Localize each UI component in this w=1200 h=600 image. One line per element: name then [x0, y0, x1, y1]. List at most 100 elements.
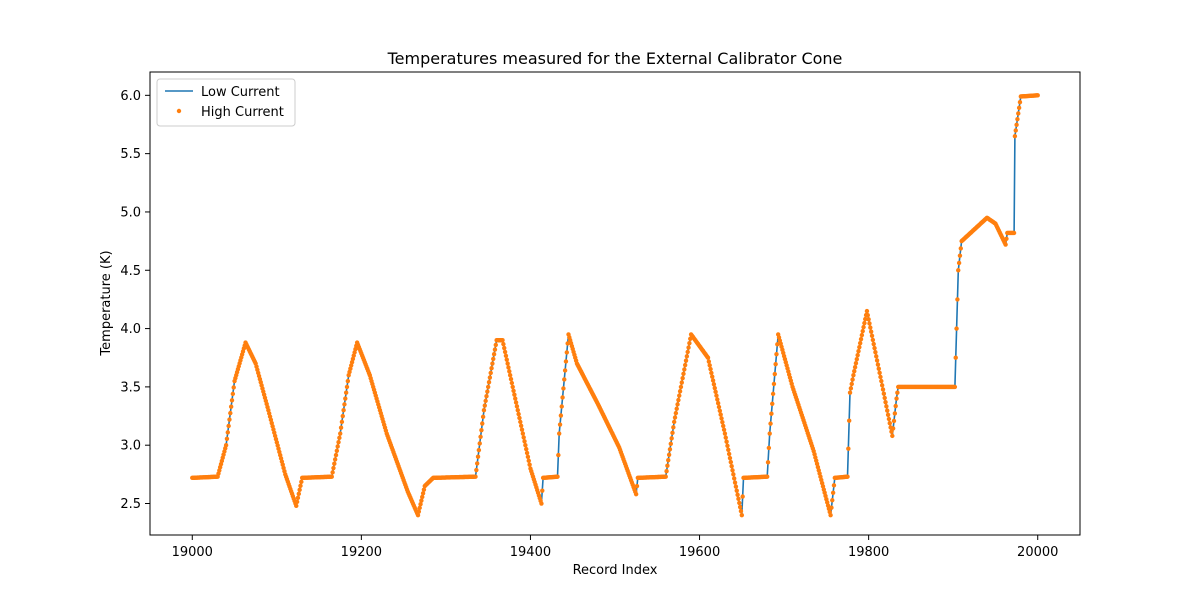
high-current-point — [508, 376, 514, 382]
high-current-point — [709, 370, 714, 376]
high-current-point — [720, 419, 725, 425]
y-tick-label: 5.0 — [120, 205, 141, 220]
high-current-point — [665, 463, 670, 468]
high-current-point — [343, 390, 349, 395]
x-tick-label: 19800 — [848, 545, 889, 560]
high-current-point — [884, 404, 889, 409]
high-current-point — [481, 408, 487, 413]
high-current-point — [329, 474, 334, 479]
high-current-point — [342, 402, 347, 407]
high-current-point — [666, 458, 671, 463]
high-current-point — [1017, 99, 1023, 105]
high-current-point — [666, 452, 672, 457]
high-current-point — [557, 422, 563, 427]
high-current-point — [513, 396, 518, 401]
high-current-point — [707, 363, 712, 368]
high-current-point — [866, 317, 871, 322]
high-current-point — [633, 491, 639, 497]
high-current-point — [764, 474, 770, 479]
high-current-point — [294, 499, 300, 505]
high-current-point — [956, 268, 961, 273]
high-current-point — [773, 361, 778, 367]
high-current-point — [859, 332, 865, 338]
high-current-point — [681, 371, 686, 376]
chart-title: Temperatures measured for the External C… — [387, 49, 843, 68]
high-current-point — [522, 439, 527, 444]
x-tick-label: 19200 — [341, 545, 382, 560]
x-tick-label: 19400 — [510, 545, 551, 560]
high-current-point — [492, 347, 498, 352]
high-current-point — [296, 491, 301, 497]
high-current-point — [731, 472, 736, 477]
high-current-point — [513, 400, 519, 405]
high-current-point — [721, 423, 726, 429]
high-current-point — [680, 375, 685, 381]
y-axis: 2.5 3.0 3.5 4.0 4.5 5.0 5.5 6.0 — [120, 89, 150, 512]
high-current-point — [879, 378, 884, 384]
high-current-point — [889, 429, 894, 434]
high-current-point — [675, 402, 680, 407]
high-current-point — [733, 484, 739, 489]
high-current-point — [668, 441, 673, 446]
high-current-point — [504, 357, 509, 362]
high-current-point — [475, 454, 481, 459]
high-current-point — [871, 341, 876, 347]
high-current-point — [337, 435, 342, 441]
high-current-point — [687, 340, 692, 346]
high-current-point — [476, 447, 482, 453]
high-current-point — [539, 501, 544, 506]
high-current-point — [415, 512, 421, 518]
high-current-point — [332, 461, 337, 466]
high-current-point — [555, 474, 560, 479]
high-current-point — [524, 450, 530, 456]
high-current-point — [713, 389, 718, 395]
high-current-point — [479, 427, 484, 433]
high-current-point — [850, 377, 855, 382]
high-current-point — [952, 384, 958, 390]
high-current-point — [510, 384, 515, 390]
high-current-point — [231, 385, 236, 390]
high-current-point — [507, 373, 513, 378]
high-current-point — [1013, 128, 1018, 133]
high-current-point — [830, 490, 836, 495]
high-current-point — [1003, 242, 1008, 247]
y-tick-label: 3.5 — [120, 380, 141, 395]
high-current-point — [711, 382, 717, 387]
high-current-point — [228, 404, 234, 409]
high-current-point — [669, 436, 674, 441]
high-current-point — [487, 375, 493, 380]
high-current-point — [855, 352, 860, 358]
high-current-point — [509, 380, 515, 386]
y-tick-label: 2.5 — [120, 497, 141, 512]
high-current-point — [420, 491, 426, 496]
high-current-point — [730, 468, 735, 473]
high-current-point — [417, 505, 422, 511]
y-tick-label: 3.0 — [120, 439, 141, 454]
high-current-point — [493, 342, 498, 348]
high-current-point — [343, 396, 348, 401]
high-current-point — [686, 345, 691, 350]
high-current-point — [879, 383, 885, 388]
high-current-point — [512, 392, 517, 397]
high-current-point — [851, 373, 856, 378]
high-current-point — [488, 370, 493, 376]
high-current-point — [865, 313, 870, 318]
high-current-point — [336, 439, 341, 445]
y-tick-label: 5.5 — [120, 147, 141, 162]
high-current-point — [676, 397, 681, 403]
high-current-point — [887, 421, 892, 426]
high-current-point — [873, 350, 878, 355]
high-current-point — [1035, 93, 1040, 98]
high-current-point — [869, 333, 875, 338]
high-current-point — [634, 483, 640, 489]
high-current-point — [671, 425, 676, 430]
high-current-point — [673, 410, 679, 416]
high-current-point — [483, 398, 488, 404]
high-current-point — [671, 419, 677, 425]
high-current-point — [225, 430, 230, 435]
high-current-point — [519, 427, 525, 432]
high-current-point — [340, 413, 345, 419]
high-current-point — [715, 397, 720, 402]
high-current-point — [829, 505, 834, 510]
high-current-point — [722, 431, 728, 436]
